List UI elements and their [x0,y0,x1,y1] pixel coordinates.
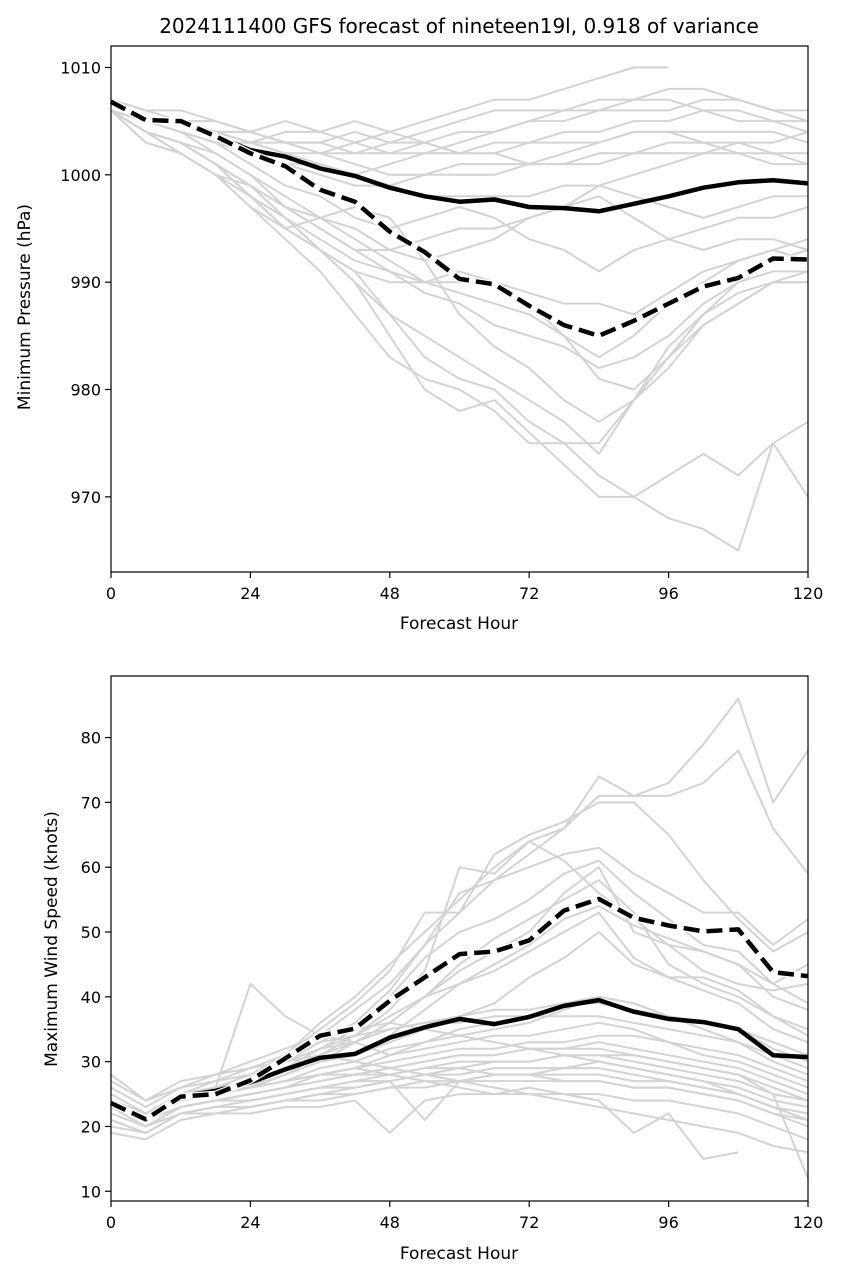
wind-y-tick-label: 10 [81,1182,101,1201]
wind-y-tick-label: 40 [81,988,101,1007]
wind-x-tick-label: 72 [519,1213,539,1232]
wind-member-line-24 [110,1021,809,1121]
wind-x-axis-label: Forecast Hour [400,1244,518,1264]
wind-y-tick-label: 50 [81,923,101,942]
pressure-x-tick-label: 72 [519,584,539,603]
pressure-y-axis-label: Minimum Pressure (hPa) [15,204,35,410]
pressure-y-tick-label: 1000 [60,166,101,185]
pressure-member-line-15 [110,109,808,455]
pressure-axes: 0 24 48 72 96 120 970 980 990 1000 1010 [60,45,824,603]
wind-y-tick-label: 30 [81,1053,101,1072]
pressure-x-tick-label: 96 [658,584,678,603]
wind-panel: 0 24 48 72 96 120 10 20 30 40 50 60 70 80 Forecast Ho… [42,675,824,1264]
pressure-y-tick-label: 990 [70,273,101,292]
wind-axes-frame [110,675,809,1202]
pressure-member-line-8 [110,109,809,273]
pressure-y-tick-label: 980 [70,381,101,400]
wind-member-line-1 [110,749,809,1115]
wind-y-tick-label: 60 [81,858,101,877]
chart-title: 2024111400 GFS forecast of nineteen19l, … [159,14,759,38]
pressure-member-line-18 [110,109,809,445]
pressure-y-tick-label: 970 [70,488,101,507]
wind-axes: 0 24 48 72 96 120 10 20 30 40 50 60 70 80 [81,675,824,1232]
pressure-x-tick-label: 0 [106,584,116,603]
pressure-x-axis-label: Forecast Hour [400,614,518,634]
pressure-axes-frame [110,45,809,573]
wind-member-line-28 [110,1067,809,1128]
wind-x-tick-label: 96 [658,1213,678,1232]
wind-member-line-23 [110,1015,809,1108]
wind-x-tick-label: 0 [106,1213,116,1232]
pressure-dashed-line [109,99,809,339]
pressure-y-tick-label: 1010 [60,58,101,77]
pressure-x-tick-label: 120 [793,584,824,603]
pressure-member-line-19 [110,109,809,262]
pressure-x-tick-label: 48 [380,584,400,603]
wind-y-axis-label: Maximum Wind Speed (knots) [42,811,62,1067]
wind-y-tick-label: 20 [81,1117,101,1136]
pressure-member-line-5 [110,109,808,176]
pressure-member-line-17 [110,109,809,498]
pressure-member-line-1 [110,87,809,155]
pressure-member-line-12 [110,109,808,369]
wind-dashed-line [110,896,809,1122]
pressure-panel: 0 24 48 72 96 120 970 980 990 1000 1010 Forecast H… [15,45,824,634]
wind-x-tick-label: 48 [380,1213,400,1232]
pressure-member-line-20 [110,98,808,176]
wind-member-line-27 [110,1067,809,1121]
wind-member-line-20 [110,1093,809,1141]
pressure-x-tick-label: 24 [240,584,260,603]
wind-x-tick-label: 120 [793,1213,824,1232]
wind-y-tick-label: 80 [81,729,101,748]
wind-y-tick-label: 70 [81,793,101,812]
wind-x-tick-label: 24 [240,1213,260,1232]
wind-series-group [109,697,809,1179]
pressure-series-group [109,66,809,552]
